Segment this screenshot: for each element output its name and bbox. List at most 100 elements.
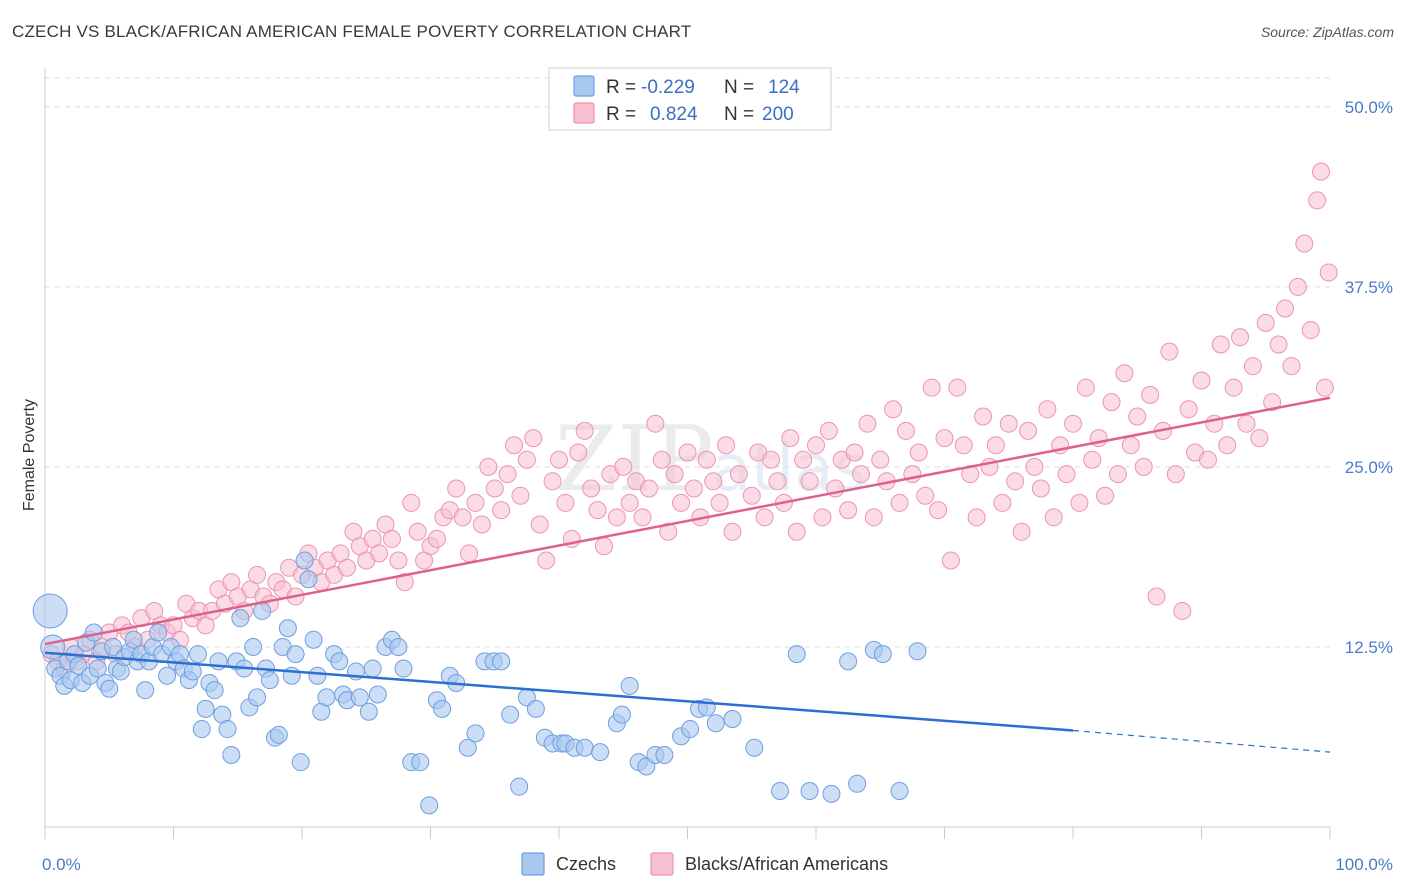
czech-point-69 <box>330 652 349 671</box>
black-point-104 <box>710 493 729 512</box>
black-point-178 <box>1192 371 1211 390</box>
czech-point-25 <box>136 681 155 700</box>
black-point-155 <box>1044 508 1063 527</box>
black-point-32 <box>248 565 267 584</box>
black-point-115 <box>787 522 806 541</box>
black-point-70 <box>492 501 511 520</box>
czech-point-50 <box>244 637 263 656</box>
black-point-88 <box>607 508 626 527</box>
czech-point-80 <box>394 659 413 678</box>
legend-r-label-czechs: R = <box>606 77 636 98</box>
black-point-55 <box>395 573 414 592</box>
y-tick-label-1: 25.0% <box>1345 458 1393 477</box>
black-point-158 <box>1064 414 1082 433</box>
czech-point-8 <box>69 656 88 675</box>
czech-point-88 <box>458 738 477 757</box>
black-point-137 <box>929 501 948 520</box>
black-point-97 <box>665 465 684 484</box>
y-tick-label-0: 12.5% <box>1345 638 1393 657</box>
black-point-51 <box>370 544 389 563</box>
czech-point-37 <box>188 645 207 664</box>
black-point-69 <box>485 479 504 498</box>
czech-point-73 <box>350 688 369 707</box>
black-point-123 <box>839 501 858 520</box>
legend-n-value-blacks: 200 <box>762 104 794 125</box>
black-point-63 <box>447 479 466 498</box>
bottom-legend: Czechs Blacks/African Americans <box>521 852 888 876</box>
black-point-181 <box>1211 335 1230 354</box>
bottom-legend-label-blacks: Blacks/African Americans <box>685 854 888 874</box>
black-point-110 <box>755 508 774 527</box>
black-point-98 <box>672 493 691 512</box>
black-point-130 <box>884 400 903 419</box>
czech-point-92 <box>492 652 511 671</box>
black-point-151 <box>1019 421 1038 440</box>
black-point-136 <box>922 378 941 397</box>
black-point-119 <box>813 508 832 527</box>
czech-point-123 <box>848 774 867 793</box>
czech-point-17 <box>104 637 123 656</box>
black-point-65 <box>460 544 479 563</box>
bottom-legend-swatch-czechs <box>521 852 545 876</box>
y-tick-labels: 12.5% 25.0% 37.5% 50.0% <box>1345 98 1393 657</box>
czech-point-60 <box>286 645 305 664</box>
czech-point-22 <box>124 630 143 649</box>
black-point-196 <box>1308 191 1327 210</box>
black-point-76 <box>530 515 549 534</box>
czech-point-106 <box>620 676 639 695</box>
black-point-152 <box>1025 457 1044 476</box>
legend-box: R = -0.229 N = 124 R = 0.824 N = 200 <box>548 67 832 131</box>
black-point-187 <box>1250 429 1269 448</box>
gridlines <box>45 77 1330 648</box>
czech-point-125 <box>873 645 892 664</box>
czech-point-89 <box>466 724 485 743</box>
trend-lines <box>44 396 1331 753</box>
black-point-128 <box>871 450 890 469</box>
black-point-140 <box>948 378 967 397</box>
black-point-176 <box>1179 400 1198 419</box>
czech-point-82 <box>411 753 430 772</box>
black-point-80 <box>556 493 575 512</box>
black-point-74 <box>517 450 536 469</box>
black-point-173 <box>1160 342 1179 361</box>
black-point-72 <box>505 436 524 455</box>
black-point-198 <box>1315 378 1334 397</box>
czech-point-67 <box>317 688 336 707</box>
black-point-94 <box>646 414 665 433</box>
czech-point-75 <box>363 659 382 678</box>
chart-title: CZECH VS BLACK/AFRICAN AMERICAN FEMALE P… <box>12 22 692 41</box>
black-point-132 <box>896 421 915 440</box>
black-point-157 <box>1057 465 1076 484</box>
black-point-192 <box>1282 357 1301 376</box>
black-point-93 <box>639 479 658 498</box>
chart-source: Source: ZipAtlas.com <box>1260 24 1394 40</box>
bottom-legend-swatch-blacks <box>650 852 674 876</box>
black-point-67 <box>472 515 491 534</box>
black-point-46 <box>337 558 356 577</box>
black-point-66 <box>466 493 485 512</box>
black-point-138 <box>935 429 954 448</box>
legend-n-label-blacks: N = <box>724 104 754 125</box>
czech-point-65 <box>308 666 327 685</box>
black-point-82 <box>569 443 588 462</box>
czech-point-62 <box>295 551 314 570</box>
black-point-84 <box>582 479 601 498</box>
legend-swatch-blacks <box>573 102 595 124</box>
black-point-117 <box>800 472 819 491</box>
y-axis-label: Female Poverty <box>21 399 38 511</box>
black-point-195 <box>1301 321 1320 340</box>
black-point-171 <box>1147 587 1166 606</box>
czech-point-85 <box>433 699 452 718</box>
black-point-56 <box>402 493 421 512</box>
czech-point-61 <box>291 753 310 772</box>
black-point-54 <box>389 551 408 570</box>
black-point-77 <box>537 551 556 570</box>
czech-trend-line <box>44 651 1074 732</box>
y-tick-label-2: 37.5% <box>1345 278 1393 297</box>
czech-point-13 <box>88 659 107 678</box>
black-point-175 <box>1173 601 1192 620</box>
black-point-95 <box>652 450 671 469</box>
black-point-125 <box>851 465 870 484</box>
black-point-135 <box>916 486 935 505</box>
